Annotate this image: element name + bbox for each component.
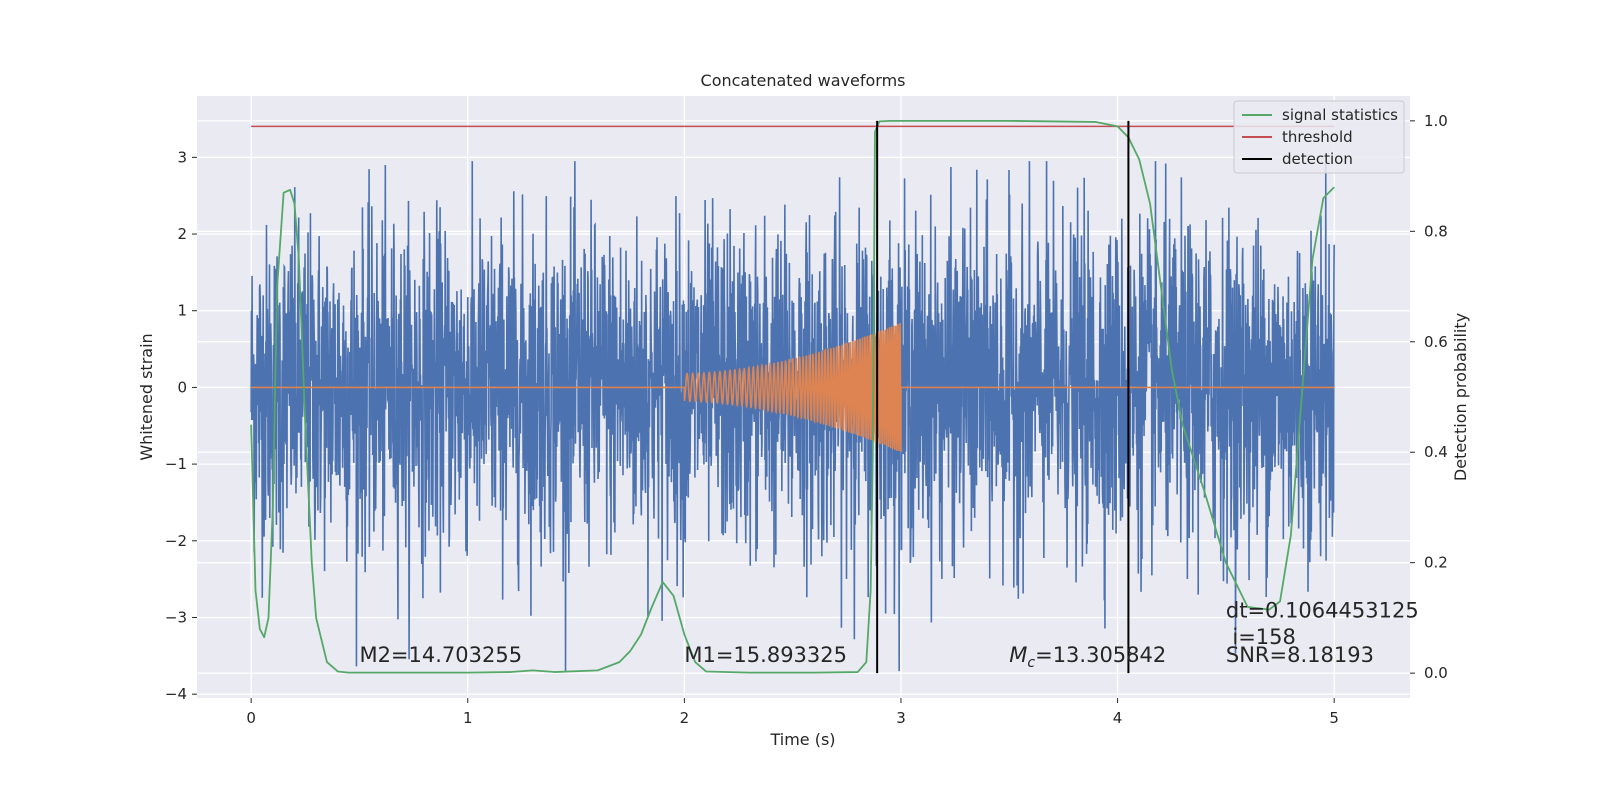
y2-tick-label: 1.0	[1424, 112, 1448, 130]
legend-label: threshold	[1282, 128, 1353, 146]
y-tick-label: 3	[177, 148, 187, 166]
annotation-text: M1=15.893325	[684, 643, 847, 667]
y-tick-label: 0	[177, 378, 187, 396]
chart-title: Concatenated waveforms	[701, 71, 906, 90]
x-axis-label: Time (s)	[769, 730, 835, 749]
y-tick-label: −4	[165, 685, 187, 703]
annotation-value: =13.305842	[1035, 643, 1166, 667]
template-chirp-series	[251, 322, 1335, 452]
y-tick-label: 1	[177, 302, 187, 320]
annotation-text: SNR=8.18193	[1226, 643, 1374, 667]
x-tick-label: 5	[1329, 709, 1339, 727]
y-tick-label: 2	[177, 225, 187, 243]
noise-strain-series	[250, 161, 1335, 672]
y-tick-label: −2	[165, 532, 187, 550]
annotation-text: Mc=13.305842	[1009, 643, 1166, 671]
annotation-subscript: c	[1027, 655, 1035, 671]
x-tick-label: 0	[246, 709, 256, 727]
x-tick-label: 3	[896, 709, 906, 727]
annotation-text: M2=14.703255	[359, 643, 522, 667]
legend-label: detection	[1282, 150, 1353, 168]
legend: signal statistics threshold detection	[1233, 100, 1405, 174]
y2-tick-label: 0.6	[1424, 333, 1448, 351]
x-tick-label: 4	[1113, 709, 1123, 727]
legend-label: signal statistics	[1282, 106, 1398, 124]
y2-tick-label: 0.2	[1424, 554, 1448, 572]
signal-statistics-line	[250, 119, 1335, 674]
detection-lines	[876, 120, 1130, 674]
annotation-text: i=158	[1232, 625, 1296, 649]
y-axis-label: Whitened strain	[137, 333, 156, 460]
annotation-text: dt=0.1064453125	[1226, 598, 1419, 622]
legend-box	[1233, 100, 1405, 174]
annotation-symbol: M	[1009, 643, 1027, 667]
plot-area	[250, 119, 1335, 674]
annotations: M2=14.703255 M1=15.893325 Mc=13.305842 dt=0…	[359, 598, 1418, 670]
y2-tick-label: 0.0	[1424, 664, 1448, 682]
y2-tick-label: 0.8	[1424, 222, 1448, 240]
y2-tick-label: 0.4	[1424, 443, 1448, 461]
y2-axis-label: Detection probability	[1451, 313, 1470, 481]
y-tick-label: −3	[165, 608, 187, 626]
x-tick-label: 1	[463, 709, 473, 727]
x-tick-label: 2	[680, 709, 690, 727]
y-tick-label: −1	[165, 455, 187, 473]
ticks: 0 1 2 3 4 5 3 2 1 0 −1 −2 −3 −4 1.0 0.8 0.6 0.4 0.2 0.0	[165, 112, 1448, 727]
